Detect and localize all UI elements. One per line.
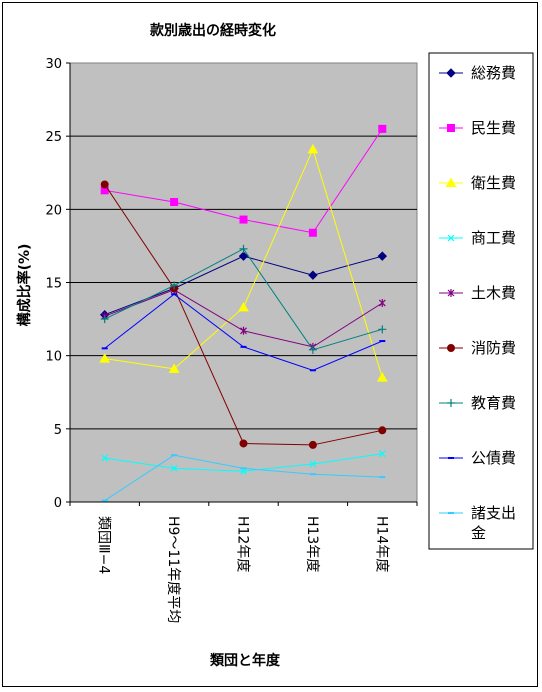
x-axis-label: 類団と年度 <box>209 652 281 669</box>
data-point <box>239 215 248 224</box>
data-point <box>309 460 317 468</box>
legend-label: 諸支出金 <box>471 504 516 542</box>
legend-label: 民生費 <box>471 119 516 137</box>
data-point <box>376 372 388 382</box>
x-tick-label: H9〜11年度平均 <box>165 516 181 623</box>
data-point <box>378 426 387 435</box>
data-point <box>307 143 319 154</box>
data-point <box>239 244 248 253</box>
legend-item: 消防費 <box>439 339 516 357</box>
data-point <box>170 198 179 207</box>
legend-label-line: 金 <box>471 524 486 542</box>
y-axis-ticks: 0 5 10 15 20 25 30 <box>45 57 417 511</box>
y-tick-label: 30 <box>45 57 62 72</box>
series-2 <box>99 143 388 382</box>
data-point <box>377 251 388 261</box>
data-point <box>238 301 249 312</box>
x-axis-ticks: 類団Ⅲ−4 H9〜11年度平均 H12年度 H13年度 H14年度 <box>69 502 418 623</box>
data-point <box>101 454 109 462</box>
data-point <box>100 315 109 324</box>
legend-swatch-marker <box>447 124 455 132</box>
x-tick-label: H12年度 <box>235 516 251 572</box>
legend-item: 土木費 <box>439 284 516 302</box>
series-8 <box>101 454 386 502</box>
chart-title: 款別歳出の経時変化 <box>150 22 276 39</box>
y-tick-label: 15 <box>45 277 62 292</box>
series-3 <box>101 450 386 475</box>
legend-item: 衛生費 <box>439 174 516 192</box>
legend-label: 衛生費 <box>471 174 516 192</box>
legend-label: 公債費 <box>471 449 516 467</box>
data-point <box>378 325 387 334</box>
legend-label-line: 諸支出 <box>471 504 516 522</box>
legend-label: 商工費 <box>471 229 516 247</box>
legend-swatch-marker <box>447 234 455 242</box>
legend-item: 民生費 <box>439 119 516 137</box>
y-tick-label: 25 <box>45 130 62 145</box>
legend-label: 総務費 <box>471 64 516 82</box>
data-point <box>308 228 317 237</box>
data-point <box>378 298 386 307</box>
data-point <box>240 326 247 335</box>
x-tick-label: H14年度 <box>373 516 389 572</box>
legend-swatch-marker <box>447 344 455 352</box>
data-point <box>168 363 180 373</box>
line-chart: 款別歳出の経時変化 0 5 10 15 20 25 30 類団Ⅲ−4 H9〜11年度平均 H12… <box>16 22 534 669</box>
legend-swatch-marker <box>446 68 456 78</box>
legend-item: 商工費 <box>439 229 516 247</box>
series-layer <box>99 124 388 502</box>
y-tick-label: 10 <box>45 350 62 365</box>
data-point <box>170 464 178 472</box>
legend-item: 公債費 <box>439 449 516 467</box>
legend-label: 消防費 <box>471 339 516 357</box>
legend-label: 土木費 <box>471 284 516 302</box>
series-7 <box>101 293 386 372</box>
legend-swatch-marker <box>445 177 457 187</box>
data-point <box>308 440 317 449</box>
data-point <box>99 353 111 363</box>
data-point <box>170 281 179 290</box>
x-tick-label: 類団Ⅲ−4 <box>96 516 112 574</box>
x-tick-label: H13年度 <box>304 516 320 572</box>
chart-frame: 款別歳出の経時変化 0 5 10 15 20 25 30 類団Ⅲ−4 H9〜11年度平均 H12… <box>2 2 538 687</box>
grid-lines <box>70 135 417 430</box>
data-point <box>378 450 386 458</box>
data-point <box>308 270 318 280</box>
legend-item: 総務費 <box>439 64 516 82</box>
data-point <box>238 251 249 261</box>
legend-item: 諸支出金 <box>439 504 516 542</box>
legend-swatch-marker <box>447 289 455 297</box>
y-tick-label: 5 <box>54 423 62 438</box>
series-6 <box>100 244 387 354</box>
data-point <box>100 180 109 189</box>
legend-label: 教育費 <box>471 394 516 412</box>
legend-item: 教育費 <box>439 394 516 412</box>
y-tick-label: 20 <box>45 203 62 218</box>
series-5 <box>100 180 387 449</box>
data-point <box>378 124 387 133</box>
legend-swatch-marker <box>447 399 455 407</box>
data-point <box>308 345 317 354</box>
data-point <box>239 439 248 448</box>
y-axis-label: 構成比率(%) <box>16 244 33 327</box>
legend-box <box>428 52 534 550</box>
y-tick-label: 0 <box>54 496 62 511</box>
